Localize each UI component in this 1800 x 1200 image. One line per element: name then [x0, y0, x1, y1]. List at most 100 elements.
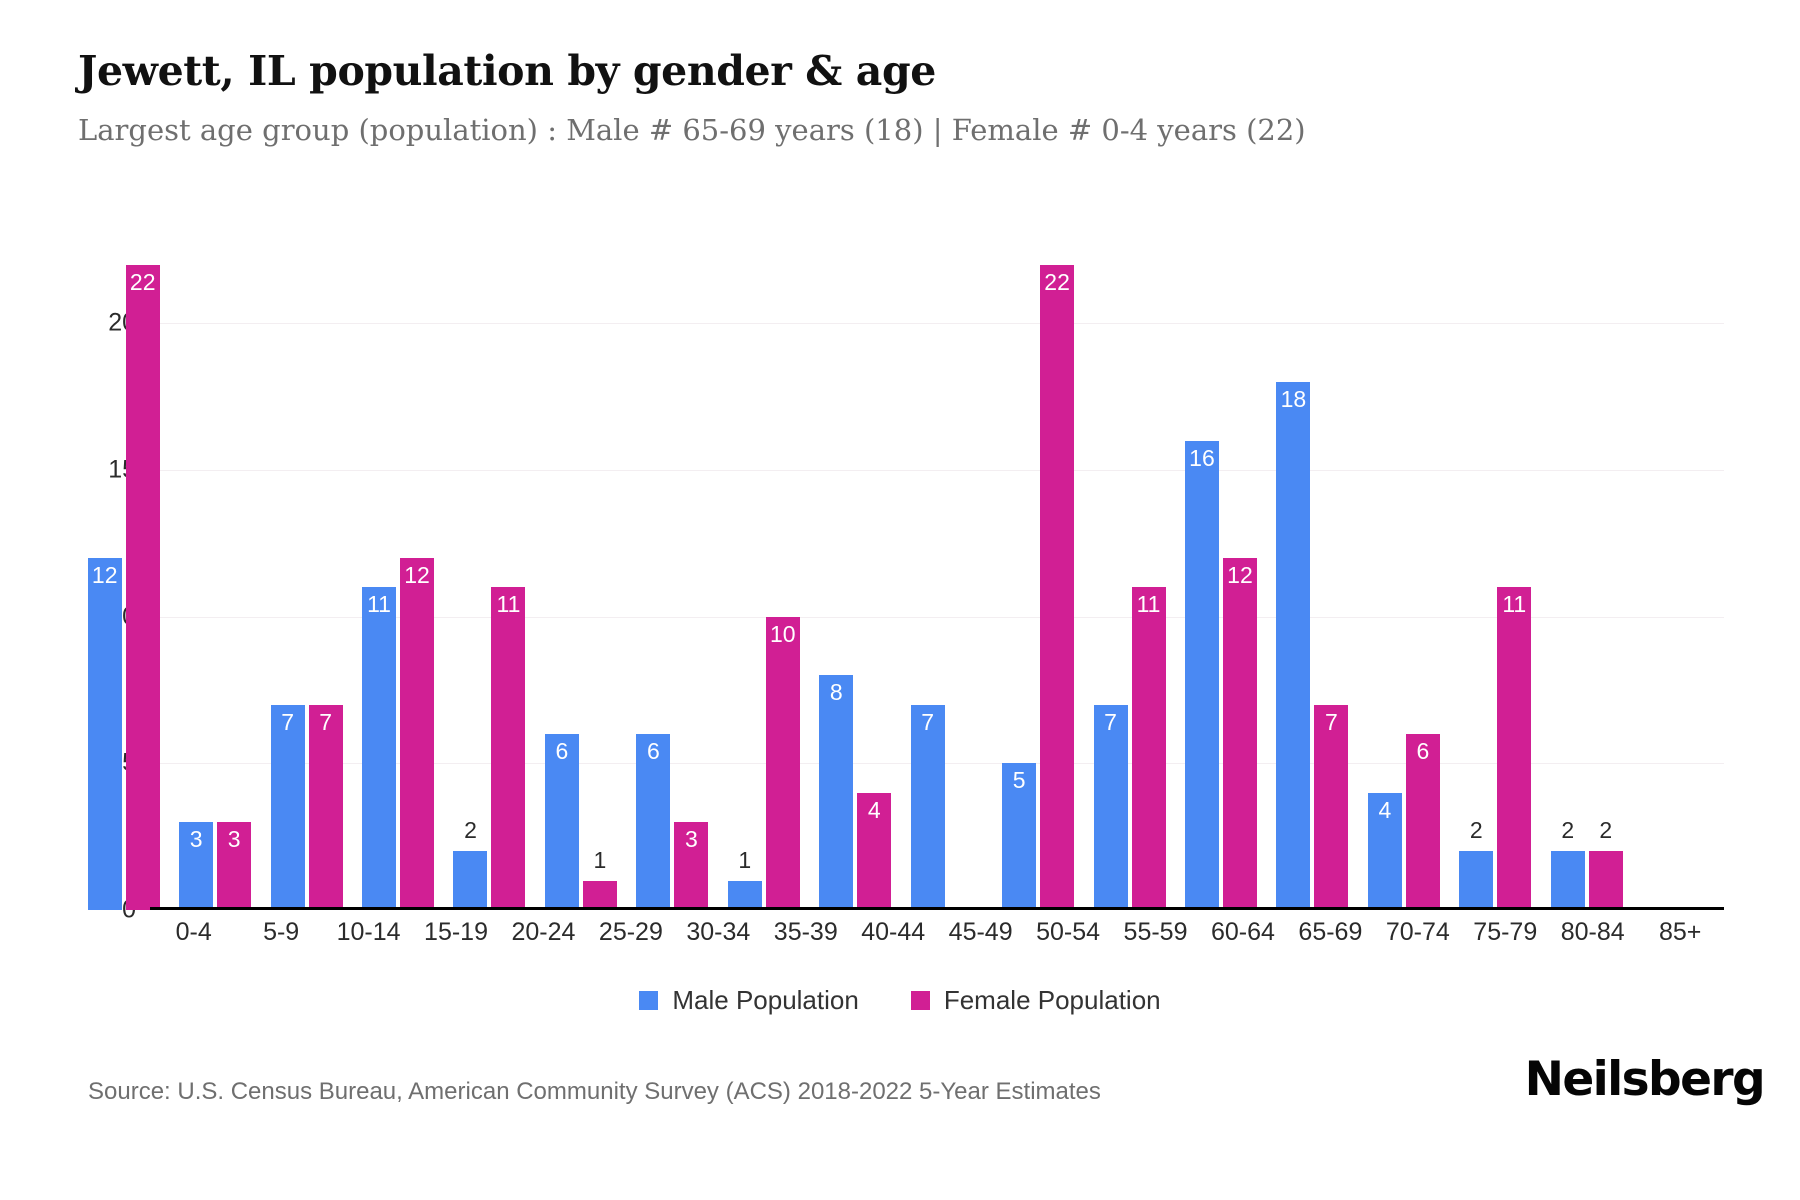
female-bar[interactable]: 3 [217, 822, 252, 910]
legend-item-male[interactable]: Male Population [639, 985, 859, 1016]
x-tick-label: 25-29 [598, 918, 663, 946]
bar-group: 7 [901, 250, 992, 910]
female-bar[interactable]: 22 [1040, 264, 1075, 910]
male-bar[interactable]: 12 [87, 558, 122, 910]
male-bar[interactable]: 8 [819, 675, 854, 910]
male-bar[interactable]: 18 [1276, 382, 1311, 910]
legend-item-female[interactable]: Female Population [910, 985, 1161, 1016]
page-title: Jewett, IL population by gender & age [78, 47, 936, 95]
male-bar[interactable]: 16 [1184, 440, 1219, 910]
bar-value-label: 11 [496, 591, 521, 618]
x-tick-label: 10-14 [336, 918, 401, 946]
x-tick-label: 15-19 [424, 918, 488, 946]
x-tick-label: 65-69 [1298, 918, 1363, 946]
male-bar[interactable]: 5 [1002, 763, 1037, 910]
bar-value-label: 22 [129, 268, 156, 295]
chart-header: Jewett, IL population by gender & age La… [78, 47, 1718, 148]
male-bar[interactable]: 2 [1550, 819, 1585, 910]
legend-swatch-icon [639, 991, 659, 1010]
brand-logo: Neilsberg [1524, 1052, 1766, 1107]
bar-value-label: 11 [1502, 591, 1527, 618]
bar-group [1632, 250, 1723, 910]
bar-value-label: 2 [1561, 817, 1575, 844]
bar-value-label: 8 [829, 679, 843, 706]
bar-value-label: 6 [1416, 738, 1430, 764]
x-tick-label: 80-84 [1560, 918, 1625, 946]
bar-value-label: 3 [684, 826, 698, 852]
female-bar[interactable]: 12 [400, 558, 435, 910]
female-bar[interactable]: 11 [491, 587, 526, 910]
bar-value-label: 16 [1189, 444, 1215, 471]
male-bar[interactable]: 2 [453, 819, 488, 910]
bars-container: 12 22 3 3 7 7 11 12 2 11 6 1 6 3 1 10 8 4 7 5 22 7 11 16 12 18 7 4 6… [78, 250, 1724, 910]
bar-value-label: 12 [1227, 562, 1253, 588]
legend-label: Male Population [672, 985, 859, 1015]
x-tick-label: 35-39 [773, 918, 838, 946]
female-bar[interactable]: 4 [857, 792, 892, 910]
legend-label: Female Population [943, 985, 1161, 1015]
x-axis-line [150, 907, 1724, 910]
bar-value-label: 11 [367, 591, 391, 618]
x-tick-label: 45-49 [948, 918, 1013, 946]
gridline [150, 470, 1724, 471]
bar-group: 12 22 [78, 250, 169, 910]
female-bar[interactable]: 11 [1131, 587, 1166, 910]
bar-value-label: 4 [1378, 796, 1392, 823]
bar-value-label: 7 [921, 708, 935, 735]
male-bar[interactable]: 7 [910, 704, 945, 910]
gridline [150, 616, 1724, 618]
female-bar[interactable]: 10 [765, 616, 800, 910]
legend-swatch-icon [910, 991, 930, 1010]
female-bar[interactable]: 7 [308, 704, 343, 910]
bar-value-label: 2 [464, 817, 477, 844]
bar-value-label: 7 [1104, 708, 1117, 735]
male-bar[interactable]: 3 [179, 822, 214, 910]
female-bar[interactable]: 2 [1588, 819, 1623, 910]
x-tick-label: 85+ [1658, 918, 1702, 946]
female-bar[interactable]: 22 [125, 264, 160, 910]
x-tick-label: 0-4 [175, 918, 212, 946]
bar-group: 16 12 [1175, 250, 1266, 910]
bar-value-label: 7 [1325, 708, 1338, 735]
x-tick-label: 75-79 [1473, 918, 1538, 946]
bar-value-label: 11 [1136, 591, 1161, 618]
male-bar[interactable]: 4 [1367, 792, 1402, 910]
bar-value-label: 1 [738, 846, 752, 873]
bar-value-label: 10 [769, 620, 796, 647]
x-tick-label: 30-34 [686, 918, 751, 946]
bar-value-label: 12 [404, 562, 430, 588]
bar-value-label: 22 [1044, 268, 1070, 295]
male-bar[interactable]: 1 [727, 848, 762, 910]
male-bar[interactable]: 2 [1459, 819, 1494, 910]
x-tick-label: 60-64 [1210, 918, 1275, 946]
male-bar[interactable]: 7 [1093, 704, 1128, 910]
male-bar[interactable]: 6 [636, 734, 671, 910]
male-bar[interactable]: 6 [544, 734, 579, 910]
bar-group: 2 11 [1450, 250, 1541, 910]
bar-value-label: 2 [1469, 817, 1483, 844]
male-bar[interactable]: 11 [362, 587, 397, 910]
bar-value-label: 7 [281, 708, 294, 735]
female-bar[interactable]: 3 [674, 822, 709, 910]
female-bar[interactable]: 1 [582, 848, 617, 910]
female-bar[interactable]: 7 [1314, 704, 1349, 910]
bar-group: 7 11 [1084, 250, 1175, 910]
female-bar[interactable]: 6 [1405, 734, 1440, 910]
bar-value-label: 3 [227, 826, 241, 852]
bar-group: 11 12 [352, 250, 443, 910]
bar-value-label: 1 [593, 846, 607, 873]
bar-value-label: 2 [1599, 817, 1613, 844]
female-bar[interactable]: 12 [1222, 558, 1257, 910]
x-tick-label: 5-9 [263, 918, 300, 946]
female-bar[interactable]: 11 [1497, 587, 1532, 910]
chart-legend: Male Population Female Population [0, 985, 1800, 1016]
bar-group: 1 10 [718, 250, 809, 910]
bar-group: 5 22 [992, 250, 1083, 910]
male-bar[interactable]: 7 [270, 704, 305, 910]
